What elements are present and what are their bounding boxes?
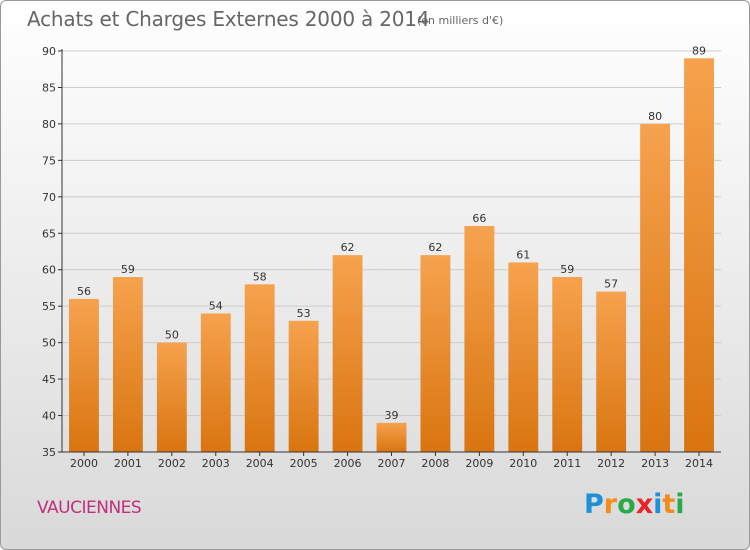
x-tick-label: 2005 — [290, 457, 318, 470]
chart-unit: (en milliers d'€) — [417, 14, 504, 27]
bar-value-label: 58 — [253, 270, 267, 283]
logo-letter: P — [584, 489, 604, 520]
x-tick-label: 2001 — [114, 457, 142, 470]
bar-2000 — [69, 298, 99, 452]
bar-value-label: 62 — [428, 241, 442, 254]
bar-value-label: 54 — [209, 299, 223, 312]
bar-2001 — [112, 277, 143, 452]
y-tick-label: 40 — [42, 410, 56, 423]
x-tick-label: 2010 — [509, 457, 537, 470]
bar-2004 — [244, 284, 275, 452]
y-tick-label: 85 — [42, 81, 56, 94]
bar-2014 — [684, 58, 714, 453]
y-tick-label: 60 — [42, 264, 56, 277]
y-tick-label: 35 — [42, 446, 56, 459]
bar-value-label: 57 — [604, 278, 618, 291]
bar-2003 — [200, 313, 231, 452]
bar-value-label: 80 — [648, 110, 662, 123]
bar-value-label: 59 — [121, 263, 135, 276]
bar-2008 — [420, 255, 451, 452]
commune-name: VAUCIENNES — [37, 498, 142, 518]
x-tick-label: 2003 — [202, 457, 230, 470]
y-tick-label: 55 — [42, 300, 56, 313]
x-tick-label: 2000 — [70, 457, 98, 470]
x-tick-label: 2013 — [641, 457, 669, 470]
bar-2009 — [464, 225, 495, 452]
bar-value-label: 66 — [472, 212, 486, 225]
y-tick-label: 75 — [42, 154, 56, 167]
y-tick-label: 80 — [42, 118, 56, 131]
y-tick-label: 50 — [42, 337, 56, 350]
bar-2010 — [508, 262, 539, 452]
bar-2011 — [552, 277, 583, 452]
bars: 56 59 50 54 58 53 62 39 62 66 61 59 57 80 89 — [69, 44, 714, 453]
logo-letter: t — [662, 489, 676, 520]
logo-letter: o — [617, 489, 636, 520]
x-tick-label: 2008 — [421, 457, 449, 470]
bar-2002 — [156, 342, 187, 452]
bar-2005 — [288, 320, 319, 452]
bar-2006 — [332, 255, 363, 452]
bar-2012 — [596, 291, 627, 452]
bar-2007 — [376, 422, 407, 452]
x-tick-label: 2006 — [334, 457, 362, 470]
x-tick-label: 2014 — [685, 457, 713, 470]
x-tick-label: 2009 — [465, 457, 493, 470]
x-tick-label: 2007 — [378, 457, 406, 470]
proxiti-logo: Proxiti — [584, 489, 685, 520]
bar-2013 — [640, 123, 671, 452]
x-tick-label: 2012 — [597, 457, 625, 470]
bar-value-label: 53 — [297, 307, 311, 320]
y-tick-label: 90 — [42, 45, 56, 58]
y-tick-label: 45 — [42, 373, 56, 386]
y-tick-label: 70 — [42, 191, 56, 204]
bar-value-label: 39 — [385, 409, 399, 422]
bar-value-label: 62 — [341, 241, 355, 254]
y-tick-label: 65 — [42, 227, 56, 240]
x-tick-label: 2002 — [158, 457, 186, 470]
logo-letter: x — [635, 489, 654, 520]
bar-value-label: 50 — [165, 329, 179, 342]
bar-value-label: 61 — [516, 248, 530, 261]
bar-value-label: 59 — [560, 263, 574, 276]
logo-letter: r — [603, 489, 618, 520]
bar-value-label: 56 — [77, 285, 91, 298]
chart-title: Achats et Charges Externes 2000 à 2014 — [27, 7, 430, 31]
axes: 35 40 45 50 55 60 65 70 75 80 85 90 2000 2001 2002 2003… — [42, 45, 721, 470]
x-tick-label: 2011 — [553, 457, 581, 470]
bar-value-label: 89 — [692, 44, 706, 57]
logo-letter: i — [675, 489, 685, 520]
logo-letter: i — [653, 489, 663, 520]
x-tick-label: 2004 — [246, 457, 274, 470]
